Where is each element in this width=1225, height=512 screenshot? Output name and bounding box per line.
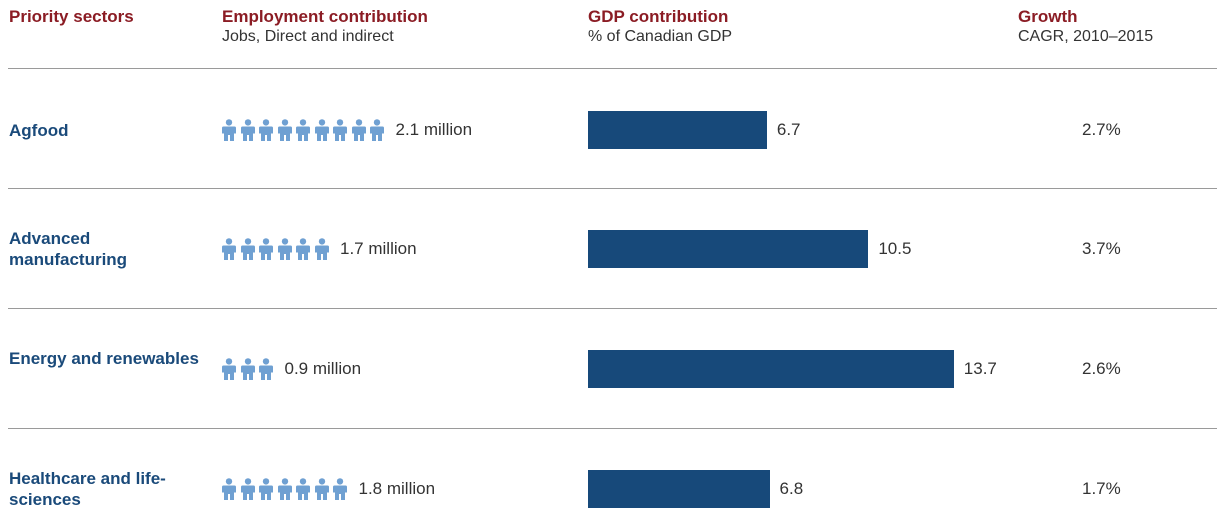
header-employment-title: Employment contribution (222, 7, 428, 26)
header-sector-title: Priority sectors (9, 7, 134, 26)
employment-value: 0.9 million (284, 359, 362, 378)
sector-label: Healthcare and life-sciences (9, 469, 166, 509)
person-icon (240, 478, 255, 500)
person-icon (222, 238, 236, 260)
person-icon (296, 478, 310, 500)
gdp-bar (588, 230, 869, 268)
header-gdp: GDP contribution % of Canadian GDP (588, 7, 732, 47)
person-icon (259, 238, 273, 260)
person-icon (259, 119, 273, 141)
row-divider (8, 68, 1217, 69)
gdp-value-label: 6.7 (776, 120, 801, 139)
employment-value: 1.8 million (358, 479, 436, 498)
growth-value: 2.7% (1082, 120, 1121, 139)
person-icon (259, 358, 273, 380)
person-icon (333, 478, 347, 500)
person-icon (240, 238, 255, 260)
person-icon (222, 478, 236, 500)
growth-value: 1.7% (1082, 479, 1121, 498)
gdp-bar (588, 350, 954, 388)
employment-icons (222, 119, 389, 141)
person-icon (277, 238, 292, 260)
row-divider (8, 428, 1217, 429)
person-icon (314, 238, 329, 260)
person-icon (259, 478, 273, 500)
header-growth-subtitle: CAGR, 2010–2015 (1018, 28, 1154, 45)
employment-icons (222, 358, 278, 380)
employment-value: 2.1 million (395, 120, 473, 139)
person-icon (314, 478, 329, 500)
header-gdp-subtitle: % of Canadian GDP (588, 28, 733, 45)
person-icon (222, 358, 236, 380)
person-icon (277, 119, 292, 141)
gdp-bar (588, 111, 767, 149)
header-growth: Growth CAGR, 2010–2015 (1018, 7, 1153, 47)
employment-value: 1.7 million (340, 239, 417, 258)
person-icon (240, 358, 255, 380)
header-employment-subtitle: Jobs, Direct and indirect (222, 28, 394, 45)
person-icon (333, 119, 347, 141)
person-icon (351, 119, 366, 141)
sector-label: Advanced manufacturing (9, 229, 128, 269)
person-icon (314, 119, 329, 141)
person-icon (296, 238, 310, 260)
row-divider (8, 308, 1217, 309)
header-employment: Employment contribution Jobs, Direct and… (222, 7, 428, 47)
row-divider (8, 188, 1217, 189)
header-sector: Priority sectors (9, 7, 134, 27)
header-growth-title: Growth (1018, 7, 1078, 26)
sector-label: Agfood (9, 120, 69, 140)
growth-value: 3.7% (1082, 239, 1121, 258)
person-icon (222, 119, 236, 141)
employment-icons (222, 478, 352, 500)
person-icon (277, 478, 292, 500)
gdp-bar (588, 470, 770, 508)
header-gdp-title: GDP contribution (588, 7, 729, 26)
employment-icons (222, 238, 333, 260)
person-icon (240, 119, 255, 141)
gdp-value-label: 10.5 (878, 239, 912, 258)
gdp-value-label: 6.8 (779, 479, 804, 498)
gdp-value-label: 13.7 (963, 359, 997, 378)
sector-label: Energy and renewables (9, 349, 199, 368)
person-icon (370, 119, 384, 141)
person-icon (296, 119, 310, 141)
growth-value: 2.6% (1082, 359, 1121, 378)
